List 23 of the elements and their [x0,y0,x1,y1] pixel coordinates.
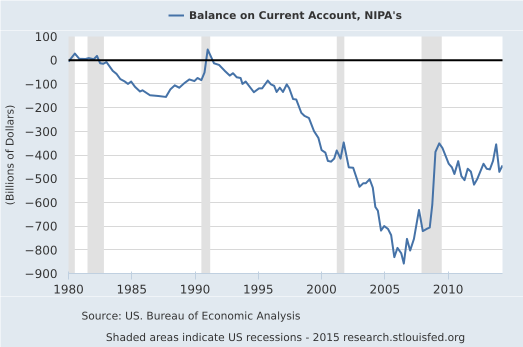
x-tick-label: 1990 [180,282,210,296]
y-axis-title: (Billions of Dollars) [4,104,17,206]
y-tick-label: −100 [24,77,58,92]
legend-label: Balance on Current Account, NIPA's [189,8,402,22]
x-tick-label: 2005 [370,282,400,296]
y-tick-label: −400 [24,148,58,162]
y-tick-label: −700 [24,220,58,234]
source-note: Source: US. Bureau of Economic Analysis [82,309,301,322]
y-tick-label: −900 [24,267,58,281]
x-tick-label: 2010 [432,282,464,296]
line-series [68,48,502,265]
x-tick-label: 1995 [243,282,274,296]
y-tick-label: −600 [24,196,58,210]
x-tick-label: 1980 [53,282,84,296]
text: Shaded areas indicate US recessions - 2015 research.stlouisfed.org [106,330,466,344]
x-tick-label: 2000 [306,282,337,296]
y-tick-label: −500 [24,172,58,186]
y-tick-label: 100 [34,30,58,44]
y-tick-label: −200 [24,101,58,116]
x-tick-label: 1985 [116,282,148,296]
y-tick-label: −300 [24,124,58,139]
y-tick-label: −800 [24,243,58,258]
y-tick-label: 0 [50,54,58,68]
